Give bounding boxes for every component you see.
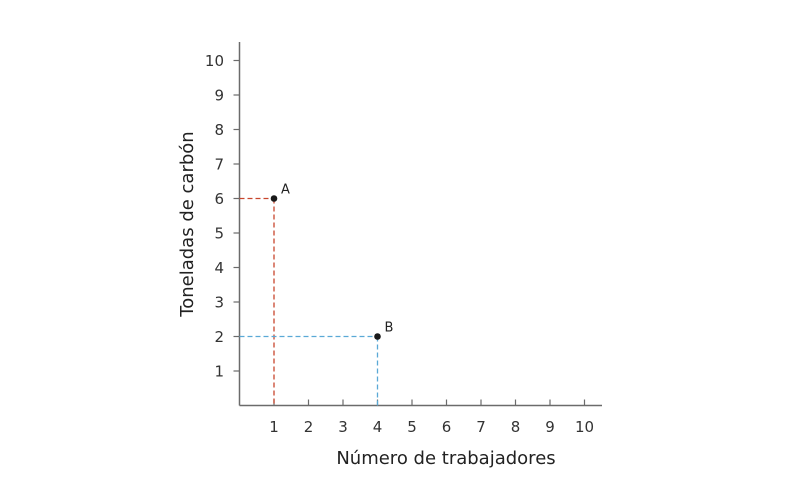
x-tick-label: 3 [338, 418, 348, 436]
x-tick-label: 4 [373, 418, 383, 436]
point-label: A [281, 183, 290, 198]
x-tick-label: 10 [575, 418, 594, 436]
data-point [270, 195, 278, 202]
x-tick-label: 5 [407, 418, 417, 436]
y-tick-label: 5 [214, 225, 224, 243]
y-tick-label: 4 [214, 259, 224, 277]
x-tick-label: 6 [442, 418, 452, 436]
y-tick-label: 6 [214, 190, 224, 208]
x-tick-label: 9 [545, 418, 555, 436]
x-tick-label: 8 [511, 418, 521, 436]
y-tick-label: 8 [214, 121, 224, 139]
y-tick-label: 1 [214, 363, 224, 381]
y-tick-label: 7 [214, 156, 224, 174]
y-tick-label: 2 [214, 328, 224, 346]
y-tick-label: 10 [205, 52, 224, 70]
x-axis-title: Número de trabajadores [336, 448, 555, 469]
point-label: B [385, 321, 394, 336]
x-tick-label: 1 [269, 418, 279, 436]
y-axis-title: Toneladas de carbón [177, 131, 198, 317]
data-point [374, 333, 381, 340]
x-tick-label: 7 [476, 418, 486, 436]
x-tick-label: 2 [304, 418, 314, 436]
y-tick-label: 9 [214, 87, 224, 105]
y-tick-label: 3 [214, 294, 224, 312]
